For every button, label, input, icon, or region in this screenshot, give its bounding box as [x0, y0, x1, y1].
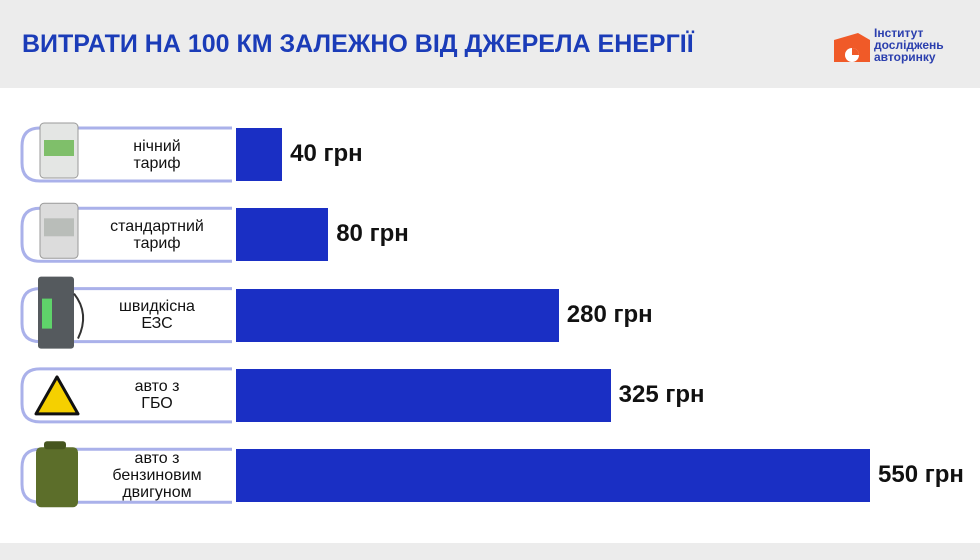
label-bracket: [20, 367, 232, 424]
charger-icon: [38, 276, 74, 349]
canister-icon: [36, 447, 78, 508]
value-label: 325 грн: [618, 380, 705, 408]
value-label: 80 грн: [336, 220, 409, 248]
bar: [236, 368, 611, 422]
category-label: швидкісна ЕЗС: [119, 298, 195, 333]
category-label: авто з бензиновим двигуном: [112, 450, 202, 502]
label-bracket: [20, 287, 232, 344]
category-label: стандартний тариф: [110, 217, 204, 252]
logo-dot-slice: [852, 48, 859, 55]
bar: [236, 449, 870, 503]
logo-shape: [834, 33, 870, 62]
bar: [236, 128, 283, 181]
canister-handle: [44, 441, 66, 450]
value-label: 280 грн: [566, 300, 653, 328]
meter-screen: [44, 218, 74, 237]
gas-sign: [34, 375, 80, 416]
charger-light: [42, 298, 52, 329]
label-bracket: [20, 447, 232, 504]
value-label: 550 грн: [878, 461, 964, 489]
value-label: 40 грн: [290, 140, 363, 167]
meter-screen: [44, 140, 74, 156]
bar: [236, 288, 559, 342]
header-band: [0, 0, 980, 88]
charger-cable: [73, 292, 85, 340]
label-bracket: [20, 126, 232, 183]
logo-text: Інститут досліджень авторинку: [874, 26, 944, 64]
chart-title: ВИТРАТИ НА 100 КМ ЗАЛЕЖНО ВІД ДЖЕРЕЛА ЕН…: [22, 30, 694, 58]
category-label: авто з ГБО: [134, 378, 180, 413]
label-bracket: [20, 206, 232, 263]
footer-band: [0, 543, 980, 560]
bar: [236, 208, 329, 262]
category-label: нічний тариф: [133, 137, 181, 172]
